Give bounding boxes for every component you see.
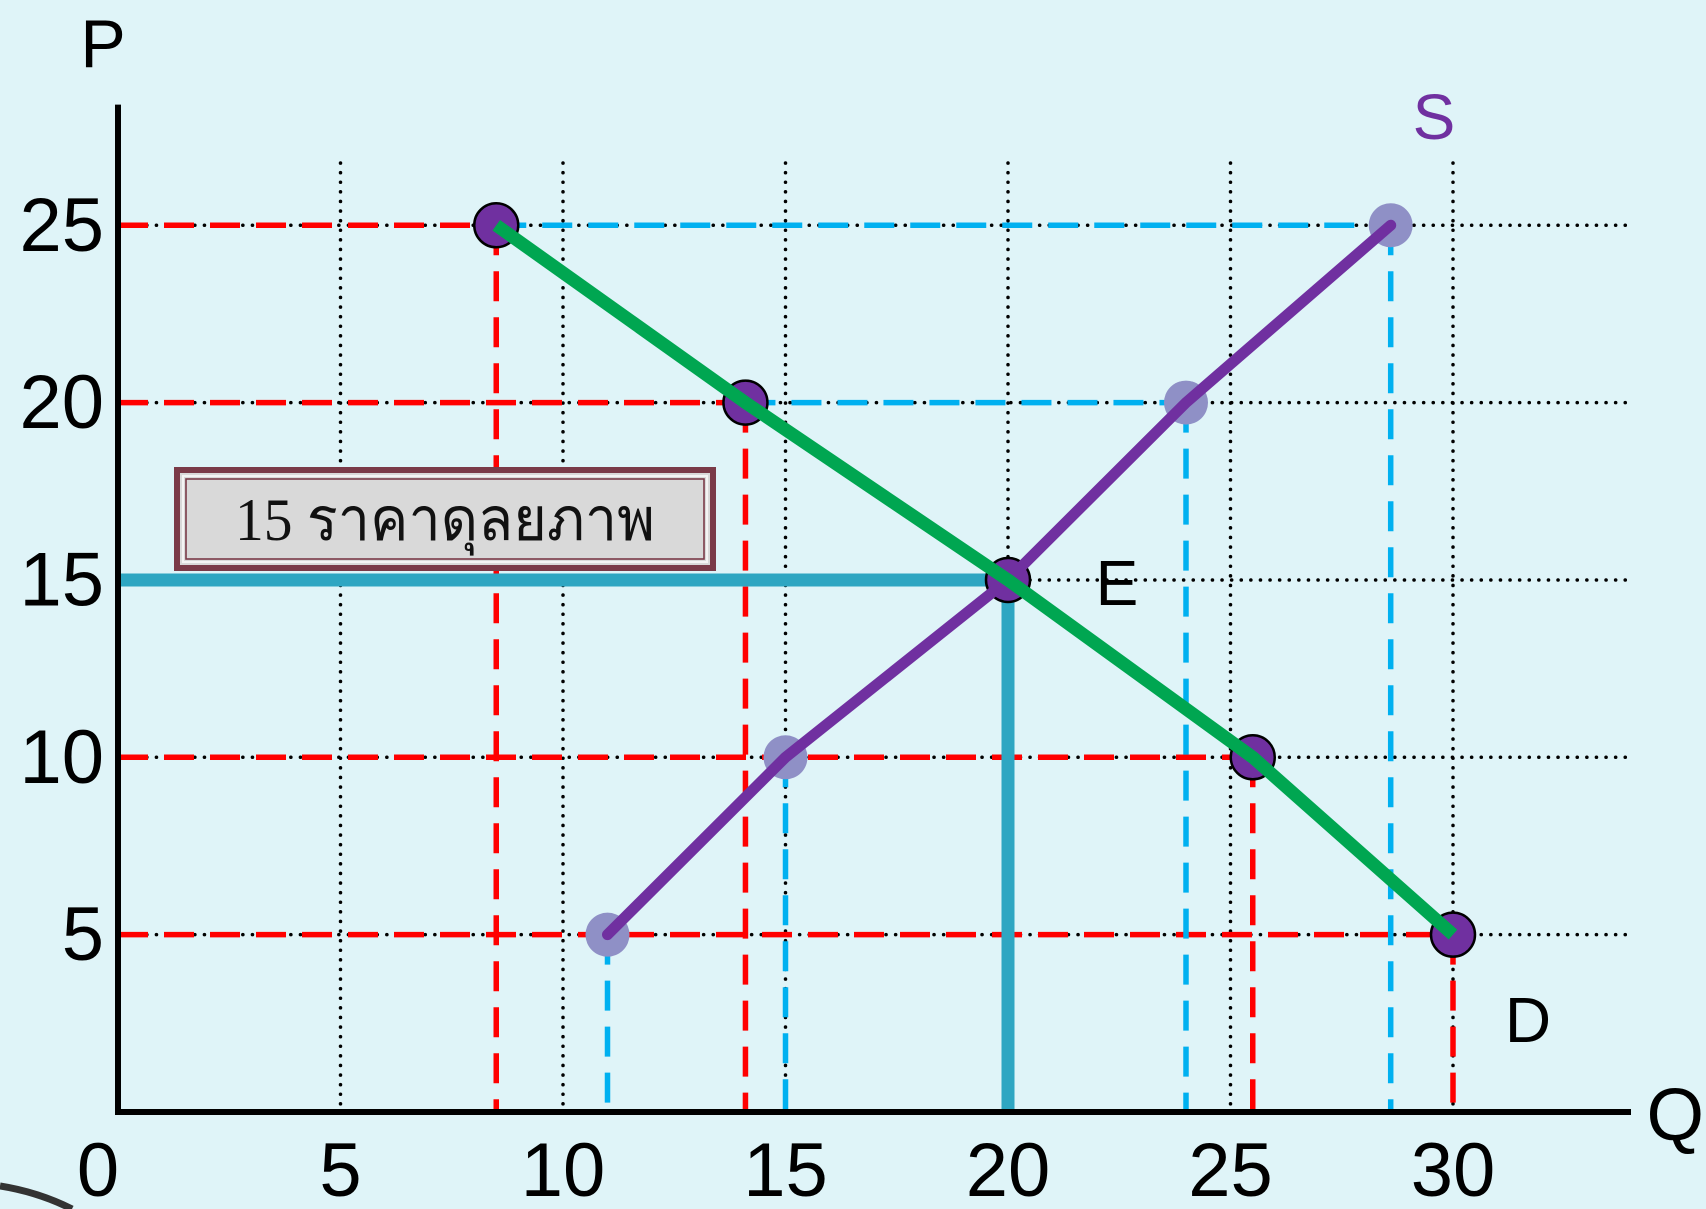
x-tick-label: 25 — [1188, 1128, 1273, 1209]
x-tick-label: 0 — [77, 1128, 119, 1209]
axes — [115, 104, 1631, 1115]
x-tick-label: 30 — [1411, 1128, 1496, 1209]
x-tick-label: 5 — [319, 1128, 361, 1209]
demand-curve — [492, 219, 1458, 940]
x-tick-label: 20 — [966, 1128, 1051, 1209]
y-tick-label: 15 — [19, 537, 104, 622]
curves — [492, 219, 1458, 941]
equilibrium-price-box: 15 ราคาดุลยภาพ — [174, 467, 716, 571]
equilibrium-lines — [118, 573, 1015, 1112]
equilibrium-price-box-text: 15 ราคาดุลยภาพ — [235, 487, 655, 556]
y-tick-label: 10 — [19, 715, 104, 800]
y-axis-title: P — [80, 6, 125, 82]
demand-curve-label: D — [1505, 984, 1551, 1056]
grid — [116, 161, 1633, 1114]
x-tick-label: 10 — [521, 1128, 606, 1209]
equilibrium-label: E — [1096, 547, 1139, 619]
x-axis-title: Q — [1646, 1073, 1704, 1156]
equilibrium-price-box-inner-line — [185, 478, 705, 560]
tick-labels: 5 10 15 20 25 0 5 10 15 20 25 30 — [19, 183, 1495, 1209]
y-tick-label: 5 — [62, 892, 104, 977]
x-tick-label: 15 — [743, 1128, 828, 1209]
guide-lines — [118, 222, 1456, 1112]
corner-decoration — [0, 1182, 74, 1209]
y-tick-label: 25 — [19, 183, 104, 268]
y-tick-label: 20 — [19, 360, 104, 445]
equilibrium-price-box-frame — [174, 467, 716, 571]
equilibrium-price-box-inner-gap — [182, 475, 708, 563]
supply-curve-label: S — [1413, 81, 1456, 153]
